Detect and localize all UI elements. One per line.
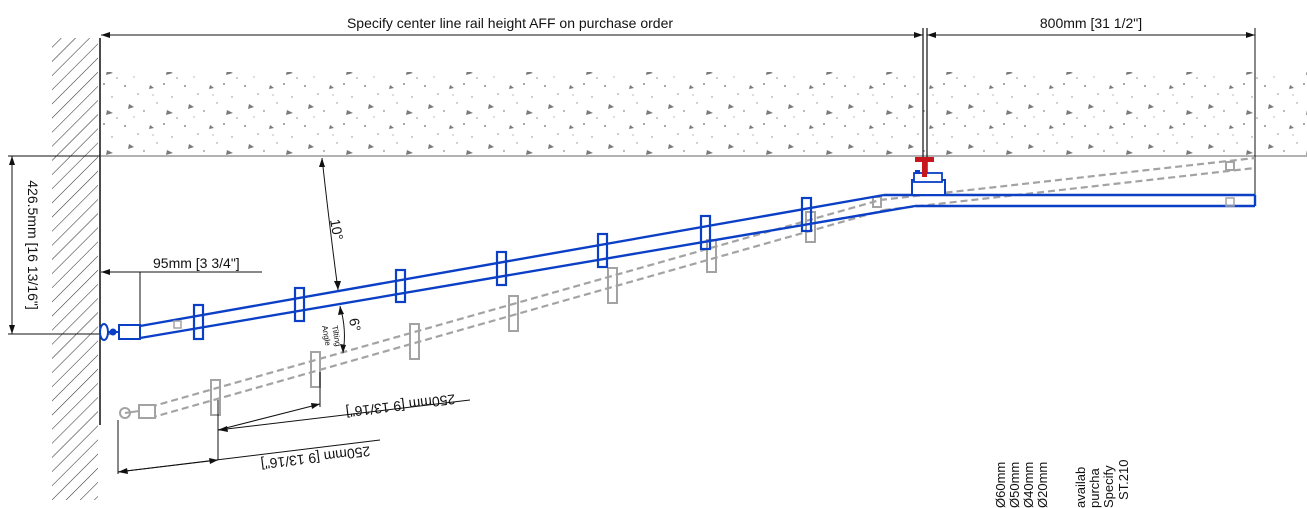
side-notes: ST.210 Specify purcha availab Ø20mm Ø40m… bbox=[993, 460, 1131, 508]
note-line4: availab bbox=[1073, 467, 1088, 508]
tilt-angle-dimension: 6° Tilting Angle bbox=[320, 305, 364, 354]
tilting-label-line1: Tilting bbox=[330, 325, 343, 347]
note-line8: Ø60mm bbox=[993, 462, 1008, 508]
offset-dimension-label: 95mm [3 3/4"] bbox=[153, 255, 240, 271]
top-dimension: Specify center line rail height AFF on p… bbox=[101, 15, 924, 185]
main-rail-wall-mount bbox=[99, 323, 141, 341]
right-dimension-label: 800mm [31 1/2"] bbox=[1040, 15, 1142, 31]
tilted-rail-end bbox=[119, 161, 1235, 419]
main-rail-brackets bbox=[192, 196, 813, 341]
top-dimension-label: Specify center line rail height AFF on p… bbox=[347, 15, 673, 31]
tilted-rail-ghost bbox=[149, 156, 1256, 420]
offset-dimension: 95mm [3 3/4"] bbox=[101, 255, 262, 326]
note-line7: Ø50mm bbox=[1007, 462, 1022, 508]
wall-hatch bbox=[52, 38, 98, 500]
ceiling-slab bbox=[101, 72, 1307, 156]
note-line6: Ø40mm bbox=[1021, 462, 1036, 508]
note-line1: ST.210 bbox=[1116, 460, 1131, 500]
bracket-spacing-upper-label: 250mm [9 13/16"] bbox=[345, 391, 456, 420]
vertical-dimension-label: 426.5mm [16 13/16"] bbox=[25, 180, 41, 310]
main-rail-inner-marks bbox=[173, 197, 1235, 329]
main-rail bbox=[139, 193, 1257, 340]
ceiling-mount bbox=[911, 157, 946, 196]
note-line2: Specify bbox=[1101, 465, 1116, 508]
tilted-rail-brackets bbox=[210, 196, 882, 416]
note-line5: Ø20mm bbox=[1035, 462, 1050, 508]
right-dimension: 800mm [31 1/2"] bbox=[926, 15, 1256, 195]
tilt-angle-label: 6° bbox=[346, 317, 364, 333]
vertical-dimension: 426.5mm [16 13/16"] bbox=[8, 155, 112, 335]
tilting-label-line2: Angle bbox=[320, 325, 333, 347]
angle-10-dimension: 10° bbox=[319, 157, 346, 291]
note-line3: purcha bbox=[1087, 467, 1102, 508]
angle-10-label: 10° bbox=[327, 218, 346, 242]
bracket-spacing-dimensions: 250mm [9 13/16"] 250mm [9 13/16"] bbox=[117, 372, 471, 474]
